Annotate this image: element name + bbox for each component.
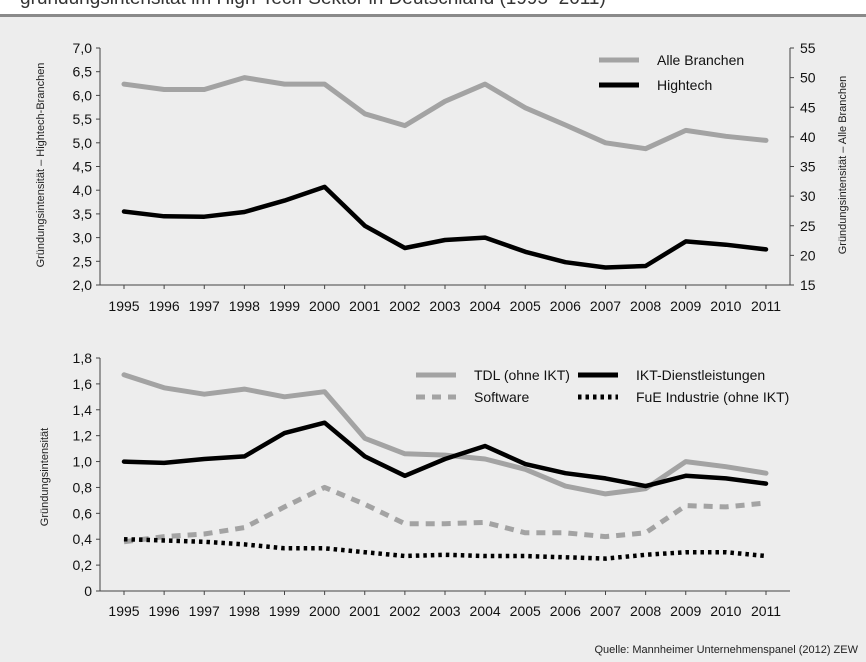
x-tick-label: 2006 (550, 603, 581, 619)
series-line-3 (123, 484, 767, 545)
y-tick-label: 4,0 (73, 182, 93, 198)
x-tick-label: 1997 (189, 298, 220, 314)
legend-label: FuE Industrie (ohne IKT) (636, 389, 789, 405)
y-tick-label-right: 30 (800, 188, 816, 204)
y-tick-label-right: 40 (800, 129, 816, 145)
x-tick-label: 2011 (751, 603, 781, 619)
y-tick-label: 2,0 (73, 277, 93, 293)
x-tick-label: 2004 (470, 603, 501, 619)
y-tick-label: 6,0 (73, 87, 93, 103)
x-tick-label: 2005 (510, 603, 541, 619)
y-tick-label: 1,2 (73, 428, 93, 444)
y-tick-label: 2,5 (73, 253, 93, 269)
x-tick-label: 2001 (349, 298, 380, 314)
chart-bottom: 0 0,2 0,4 0,6 0,8 1,0 1,2 1,4 1,6 1,8 1995 1996 1997… (39, 350, 790, 619)
legend-label: Software (474, 389, 529, 405)
y-tick-label: 7,0 (73, 40, 93, 56)
x-tick-label: 2005 (510, 298, 541, 314)
x-tick-label: 2009 (670, 603, 701, 619)
x-tick-label: 2003 (429, 603, 460, 619)
x-tick-label: 1998 (229, 298, 260, 314)
y-tick-label: 4,5 (73, 159, 93, 175)
x-tick-label: 2008 (630, 603, 661, 619)
legend-label: IKT-Dienstleistungen (636, 367, 765, 383)
source-note: Quelle: Mannheimer Unternehmenspanel (20… (594, 644, 858, 656)
x-tick-label: 2010 (710, 603, 741, 619)
y-tick-label-right: 15 (800, 277, 816, 293)
series-line-2 (121, 184, 769, 270)
legend-label: TDL (ohne IKT) (474, 367, 570, 383)
x-tick-label: 2006 (550, 298, 581, 314)
x-tick-label: 2007 (590, 298, 621, 314)
x-tick-label: 2001 (349, 603, 380, 619)
y-tick-label: 6,5 (73, 64, 93, 80)
x-tick-label: 2000 (309, 298, 340, 314)
x-tick-label: 2010 (710, 298, 741, 314)
y-tick-label: 1,4 (73, 402, 93, 418)
x-tick-label: 2008 (630, 298, 661, 314)
x-tick-label: 1996 (149, 603, 180, 619)
y-tick-label: 0,6 (73, 505, 93, 521)
y-tick-label: 5,5 (73, 111, 93, 127)
y-tick-label: 1,6 (73, 376, 93, 392)
y-tick-label: 1,8 (73, 350, 93, 366)
x-tick-label: 2003 (429, 298, 460, 314)
y-tick-label: 3,0 (73, 230, 93, 246)
x-tick-label: 2007 (590, 603, 621, 619)
y-tick-label-right: 55 (800, 40, 816, 56)
x-tick-label: 1999 (269, 298, 300, 314)
x-tick-label: 2002 (389, 603, 420, 619)
x-tick-label: 1998 (229, 603, 260, 619)
series-line-2 (121, 420, 769, 489)
series-line-1 (121, 75, 769, 152)
page-title: gründungsintensität im High-Tech-Sektor … (20, 0, 606, 10)
y-tick-label-right: 45 (800, 99, 816, 115)
x-tick-label: 2002 (389, 298, 420, 314)
y-axis-title-right: Gründungsintensität – Alle Branchen (837, 76, 849, 255)
x-tick-label: 1999 (269, 603, 300, 619)
y-tick-label: 0 (84, 583, 92, 599)
x-tick-label: 2011 (751, 298, 781, 314)
x-tick-label: 1996 (149, 298, 180, 314)
x-tick-label: 1995 (108, 298, 139, 314)
y-tick-label: 5,0 (73, 135, 93, 151)
x-tick-label: 2000 (309, 603, 340, 619)
x-tick-label: 2009 (670, 298, 701, 314)
charts-area: 2,0 2,5 3,0 3,5 4,0 4,5 5,0 5,5 6,0 6,5 7,0 15 20 25 3… (35, 40, 849, 619)
y-tick-label: 0,4 (73, 531, 93, 547)
y-tick-label-right: 35 (800, 159, 816, 175)
chart-top: 2,0 2,5 3,0 3,5 4,0 4,5 5,0 5,5 6,0 6,5 7,0 15 20 25 3… (35, 40, 849, 314)
y-tick-label: 3,5 (73, 206, 93, 222)
series-line-4 (123, 536, 767, 561)
header-bar: gründungsintensität im High-Tech-Sektor … (0, 0, 866, 17)
series-line-1 (121, 372, 769, 497)
x-tick-label: 2004 (470, 298, 501, 314)
legend-label: Hightech (657, 77, 712, 93)
y-tick-label-right: 20 (800, 247, 816, 263)
y-tick-label: 0,8 (73, 479, 93, 495)
y-tick-label-right: 25 (800, 218, 816, 234)
y-tick-label-right: 50 (800, 70, 816, 86)
x-tick-label: 1997 (189, 603, 220, 619)
y-axis-title: Gründungsintensität (39, 428, 51, 526)
y-tick-label: 1,0 (73, 454, 93, 470)
legend-label: Alle Branchen (657, 52, 744, 68)
y-tick-label: 0,2 (73, 557, 93, 573)
y-axis-title: Gründungsintensität – Hightech-Branchen (35, 63, 47, 268)
x-tick-label: 1995 (108, 603, 139, 619)
